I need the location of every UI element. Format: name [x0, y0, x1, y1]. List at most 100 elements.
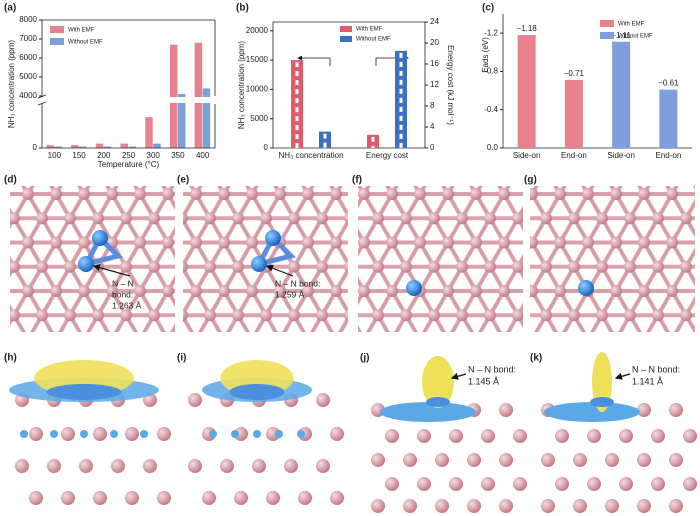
y-tick-label: 8000 — [19, 15, 37, 24]
metal-atom — [637, 499, 651, 513]
metal-atom — [29, 491, 43, 505]
bond-text: 1.263 Å — [112, 300, 142, 310]
bond — [254, 233, 296, 268]
y-tick-label: 0.0 — [487, 143, 499, 152]
y-tick-label: 5000 — [250, 114, 268, 123]
metal-atom — [143, 459, 157, 473]
metal-atom — [371, 499, 385, 513]
x-tick-label: NH₃ concentration — [278, 151, 343, 160]
metal-atom — [449, 477, 463, 491]
y-tick-label: 0 — [33, 143, 38, 152]
charge-blob — [140, 430, 148, 438]
metal-atom — [669, 453, 683, 467]
metal-atom — [587, 477, 601, 491]
bar — [103, 146, 112, 148]
bar — [517, 35, 536, 148]
panel-label: (g) — [524, 175, 537, 186]
charge-blob — [80, 430, 88, 438]
metal-atom — [587, 429, 601, 443]
metal-atom — [605, 499, 619, 513]
metal-atom — [234, 427, 248, 441]
y2-tick-label: 16 — [430, 59, 439, 68]
y-tick-label: 5000 — [19, 72, 37, 81]
adsorbate — [578, 280, 594, 296]
bond-text: bond: — [112, 289, 133, 299]
panel-label: (h) — [4, 353, 17, 364]
value-label: −1.18 — [517, 24, 538, 33]
legend-swatch — [50, 26, 64, 33]
adsorbate — [251, 230, 296, 272]
metal-atom — [47, 459, 61, 473]
y-axis-label: Eads (eV) — [481, 37, 490, 73]
y-tick-label: 0 — [264, 143, 269, 152]
bond-text: N – N — [112, 278, 134, 288]
metal-atom — [403, 453, 417, 467]
charge-blob — [229, 384, 285, 400]
metal-atom — [481, 477, 495, 491]
bond-text: N – N bond: — [632, 364, 680, 374]
metal-atom — [157, 491, 171, 505]
metal-atom — [157, 427, 171, 441]
y2-tick-label: 12 — [430, 80, 439, 89]
charge-blob — [592, 352, 612, 412]
metal-atom — [234, 491, 248, 505]
metal-atom — [284, 459, 298, 473]
legend-label: Without EMF — [68, 40, 103, 46]
charge-blob — [590, 397, 614, 407]
charge-blob — [231, 430, 239, 438]
metal-atom — [683, 429, 697, 443]
metal-atom — [449, 429, 463, 443]
bar — [128, 146, 136, 148]
y-axis-label: NH₃ concentration (ppm) — [7, 40, 16, 129]
metal-atom — [481, 429, 495, 443]
bar — [612, 41, 631, 148]
y-tick-label: 10000 — [246, 85, 269, 94]
charge-blob — [422, 356, 454, 408]
legend-swatch — [340, 36, 352, 42]
x-tick-label: End-on — [655, 151, 681, 160]
metal-atom — [619, 477, 633, 491]
legend-swatch — [600, 32, 614, 39]
metal-atom — [499, 403, 513, 417]
metal-atom — [513, 429, 527, 443]
value-label: −0.71 — [564, 69, 585, 78]
bar — [202, 88, 211, 148]
break-mark — [37, 101, 47, 106]
charge-blob — [275, 430, 283, 438]
legend-label: Without EMF — [356, 37, 391, 43]
pointer — [92, 264, 131, 277]
bar — [120, 143, 128, 148]
panel-label: (d) — [4, 175, 17, 186]
metal-atom — [125, 491, 139, 505]
metal-atom — [266, 427, 280, 441]
metal-atom — [651, 429, 665, 443]
panel-label: (e) — [177, 175, 189, 186]
metal-atom — [573, 499, 587, 513]
charge-blob — [544, 402, 640, 422]
bar — [145, 117, 153, 148]
x-tick-label: 200 — [97, 151, 111, 160]
charge-blob — [110, 430, 118, 438]
value-label: −1.11 — [611, 31, 631, 40]
lattice — [530, 186, 695, 332]
metal-atom — [573, 453, 587, 467]
bar — [71, 145, 79, 148]
bar — [95, 143, 104, 148]
bond-text: N – N bond: — [468, 364, 516, 374]
metal-atom — [637, 453, 651, 467]
metal-atom — [403, 499, 417, 513]
y2-tick-label: 20 — [430, 38, 439, 47]
bar — [169, 44, 178, 149]
y-tick-label: 20000 — [246, 26, 269, 35]
metal-atom — [513, 477, 527, 491]
arrows-b — [297, 55, 409, 66]
bar — [46, 145, 54, 148]
pointer — [614, 372, 631, 380]
metal-atom — [111, 459, 125, 473]
x-tick-label: Side-on — [607, 151, 635, 160]
metal-atom — [371, 453, 385, 467]
n-atom — [265, 230, 281, 246]
metal-atom — [467, 453, 481, 467]
metal-atom — [220, 459, 234, 473]
metal-atom — [125, 427, 139, 441]
